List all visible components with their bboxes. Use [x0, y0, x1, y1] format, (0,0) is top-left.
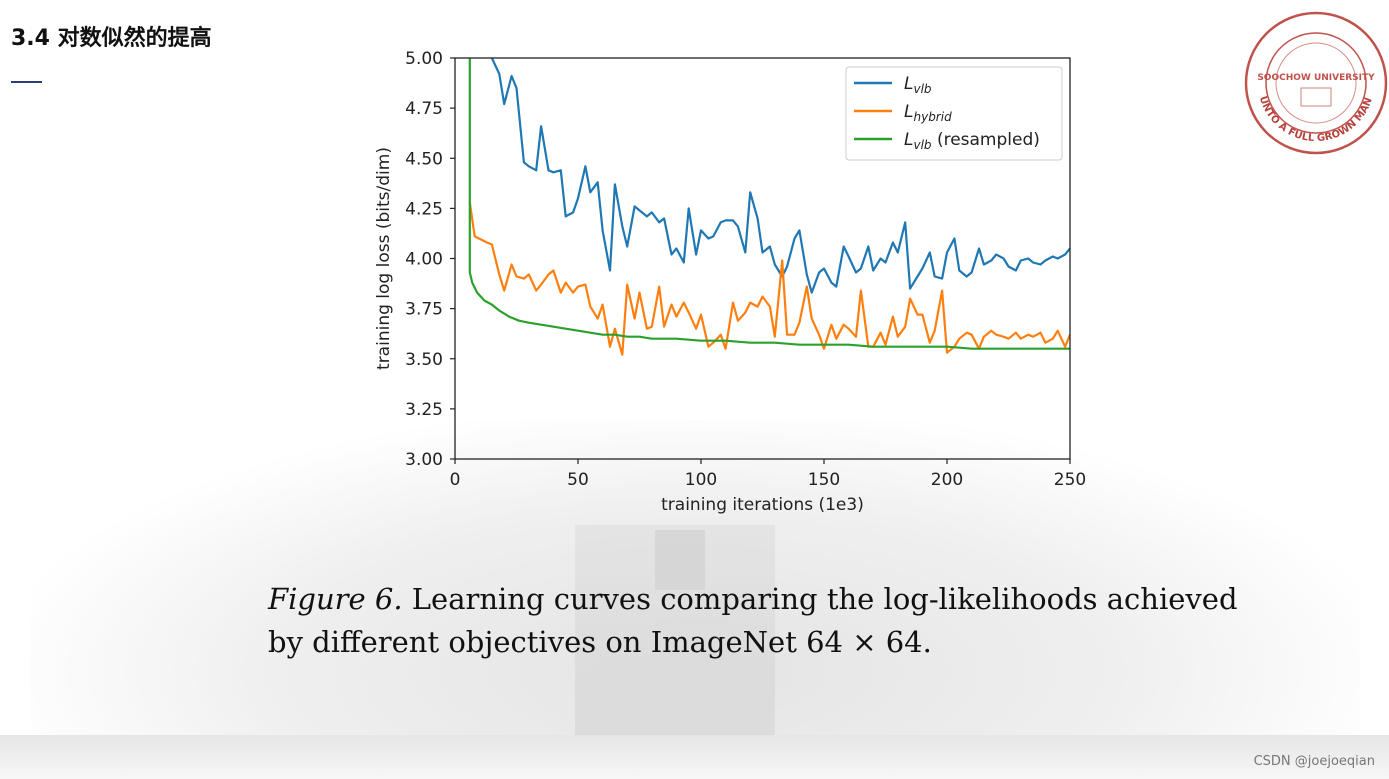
university-seal-logo: UNTO A FULL GROWN MAN SOOCHOW UNIVERSITY: [1244, 11, 1388, 155]
caption-line-1-text: Learning curves comparing the log-likeli…: [402, 582, 1238, 616]
caption-line-1: Figure 6. Learning curves comparing the …: [268, 578, 1248, 621]
caption-figure-label: Figure 6.: [268, 582, 403, 616]
x-tick-label: 200: [931, 470, 963, 490]
y-tick-label: 4.50: [405, 149, 443, 169]
x-tick-label: 50: [567, 470, 589, 490]
x-tick-label: 0: [450, 470, 461, 490]
seal-inner-text: SOOCHOW UNIVERSITY: [1257, 73, 1375, 83]
x-axis-label: training iterations (1e3): [661, 495, 864, 515]
plot-area: [468, 58, 1070, 356]
y-axis-label: training log loss (bits/dim): [374, 147, 394, 370]
y-tick-label: 3.00: [405, 450, 443, 470]
figure-caption: Figure 6. Learning curves comparing the …: [268, 578, 1248, 664]
legend-entry-2: Lhybrid: [904, 102, 952, 124]
legend-box: [845, 66, 1063, 161]
y-tick-label: 5.00: [405, 49, 443, 69]
series-line-3: [468, 58, 1070, 350]
x-tick-label: 250: [1054, 470, 1086, 490]
legend-entry-3: Lvlb (resampled): [904, 130, 1040, 152]
background-clock-tower: [655, 530, 705, 590]
slide-title: 3.4 对数似然的提高: [11, 26, 212, 51]
y-tick-label: 4.25: [405, 199, 443, 219]
y-tick-label: 3.75: [405, 300, 443, 320]
y-tick-label: 4.75: [405, 99, 443, 119]
csdn-watermark: CSDN @joejoeqian: [1253, 754, 1375, 769]
caption-line-2: by different objectives on ImageNet 64 ×…: [268, 625, 932, 659]
background-ground: [0, 735, 1389, 779]
y-tick-label: 4.00: [405, 250, 443, 270]
series-line-2: [468, 202, 1070, 356]
y-tick-label: 3.50: [405, 350, 443, 370]
legend-entry-1: Lvlb: [904, 74, 932, 96]
title-underline: [11, 81, 42, 83]
x-tick-label: 100: [685, 470, 717, 490]
y-tick-label: 3.25: [405, 400, 443, 420]
x-tick-label: 150: [808, 470, 840, 490]
